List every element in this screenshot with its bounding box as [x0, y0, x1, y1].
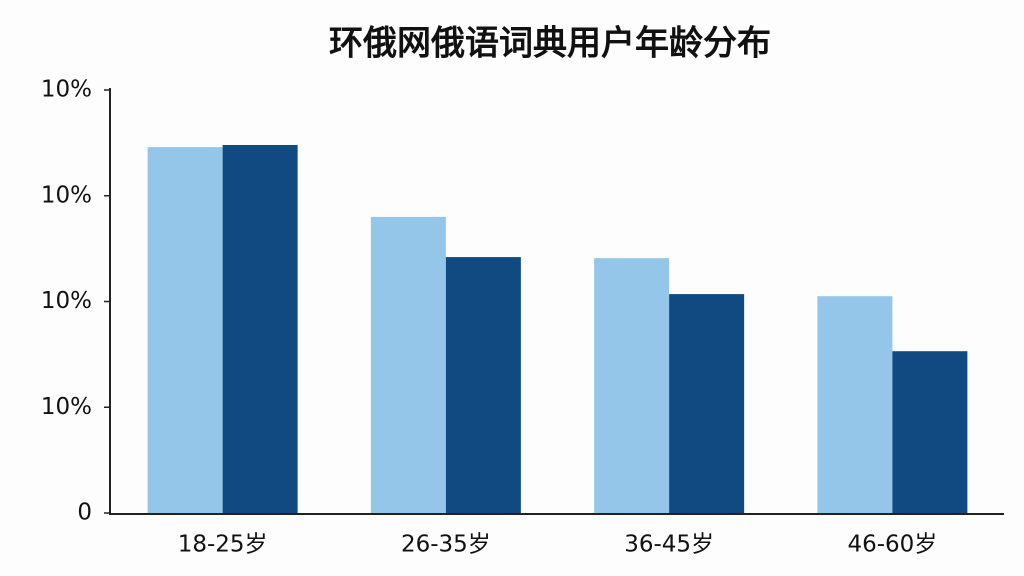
y-tick-label: 10% [41, 77, 92, 103]
chart-title: 环俄网俄语词典用户年龄分布 [329, 24, 771, 64]
x-tick-label: 46-60岁 [847, 532, 937, 558]
y-tick-label: 0 [77, 500, 92, 526]
bar [817, 296, 893, 513]
bar [445, 257, 521, 513]
y-tick-label: 10% [41, 288, 92, 314]
bar [147, 147, 223, 514]
bar [669, 294, 745, 513]
x-tick-label: 26-35岁 [401, 532, 491, 558]
y-tick-label: 10% [41, 394, 92, 420]
bar [222, 144, 298, 514]
bar [892, 351, 968, 513]
x-tick-label: 36-45岁 [624, 532, 714, 558]
y-tick-label: 10% [41, 182, 92, 208]
bar [370, 216, 446, 513]
bar [594, 258, 670, 513]
x-tick-label: 18-25岁 [178, 532, 268, 558]
